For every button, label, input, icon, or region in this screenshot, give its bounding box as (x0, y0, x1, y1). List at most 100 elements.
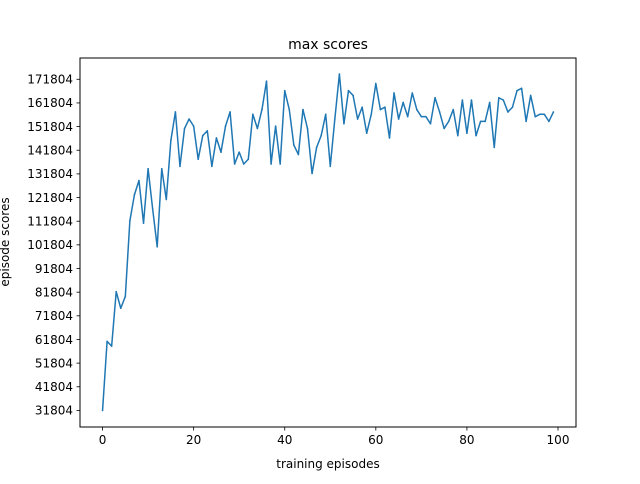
y-tick-label: 101804 (27, 238, 73, 252)
data-point (265, 80, 268, 82)
data-point (206, 130, 209, 132)
data-point (347, 89, 350, 92)
data-point (470, 99, 473, 101)
data-point (452, 108, 455, 111)
data-point (224, 125, 227, 127)
data-point (115, 290, 118, 293)
data-point (179, 165, 181, 168)
data-point (320, 134, 322, 137)
data-point (315, 146, 318, 149)
data-point (147, 167, 149, 170)
data-point (548, 120, 550, 123)
data-point (384, 106, 386, 109)
data-point (416, 108, 418, 111)
y-tick-label: 81804 (35, 285, 73, 299)
data-point (106, 340, 108, 343)
data-point (238, 151, 240, 153)
data-point (197, 158, 199, 161)
data-point (493, 146, 496, 149)
data-point (133, 193, 136, 196)
data-point (124, 295, 127, 298)
data-point (211, 165, 213, 168)
data-point (406, 115, 409, 118)
data-point (447, 120, 450, 123)
data-point (511, 106, 514, 109)
chart-title: max scores (288, 37, 368, 53)
y-tick-label: 161804 (27, 96, 73, 110)
data-point (174, 111, 177, 113)
data-point (343, 122, 345, 125)
data-point (129, 219, 131, 222)
data-point (338, 73, 341, 75)
data-point (502, 99, 505, 101)
data-point (393, 92, 395, 94)
data-point (334, 118, 336, 120)
data-point (361, 106, 363, 109)
data-point (247, 158, 250, 161)
y-tick-label: 61804 (35, 333, 73, 347)
data-point (261, 108, 263, 111)
axes-frame (79, 57, 577, 428)
data-point (484, 120, 486, 123)
data-point (520, 87, 523, 90)
data-point (252, 113, 254, 116)
data-point (461, 99, 464, 101)
data-point (192, 125, 195, 127)
data-point (201, 134, 204, 137)
y-axis: 31804 41804 51804 61804 71804 81804 91804 10180… (27, 73, 80, 418)
x-tick-label: 0 (99, 433, 107, 447)
data-point (329, 165, 332, 168)
x-axis: 0 20 40 60 80 100 (99, 427, 569, 447)
y-tick-label: 141804 (27, 144, 73, 158)
data-point (356, 118, 359, 120)
data-point (457, 134, 459, 137)
data-point (242, 163, 245, 165)
data-point (529, 94, 532, 97)
data-point (170, 139, 172, 142)
data-point (543, 113, 546, 116)
y-tick-label: 71804 (35, 309, 73, 323)
data-point (438, 111, 441, 113)
data-point (429, 122, 432, 125)
data-point (101, 409, 104, 412)
y-tick-label: 111804 (27, 215, 73, 229)
data-point (288, 108, 291, 111)
data-point (311, 172, 313, 175)
y-tick-label: 91804 (35, 262, 73, 276)
data-point (507, 111, 509, 113)
y-tick-label: 121804 (27, 191, 73, 205)
data-point (434, 96, 436, 99)
data-point (293, 144, 295, 146)
data-point (525, 120, 527, 123)
data-point (138, 179, 140, 182)
data-point (443, 127, 445, 130)
data-point (256, 127, 259, 130)
data-point (302, 108, 304, 111)
data-point (233, 163, 236, 165)
data-point (379, 108, 382, 111)
data-point (119, 307, 122, 310)
data-point (110, 345, 113, 347)
data-point (402, 101, 404, 104)
x-tick-label: 20 (186, 433, 201, 447)
data-point (397, 118, 400, 120)
data-point (270, 163, 272, 165)
data-point (534, 115, 537, 118)
y-axis-label: episode scores (0, 197, 12, 286)
y-tick-label: 171804 (27, 73, 73, 87)
data-point (552, 111, 555, 113)
data-point (425, 115, 427, 118)
data-point (466, 132, 468, 135)
data-point (279, 163, 281, 165)
y-tick-label: 31804 (35, 404, 73, 418)
y-tick-label: 51804 (35, 356, 73, 370)
data-point (188, 118, 190, 120)
data-point (142, 222, 145, 224)
data-point (538, 113, 541, 116)
x-tick-label: 80 (459, 433, 474, 447)
data-point (215, 137, 218, 139)
data-point (165, 198, 168, 201)
data-point (475, 134, 477, 137)
